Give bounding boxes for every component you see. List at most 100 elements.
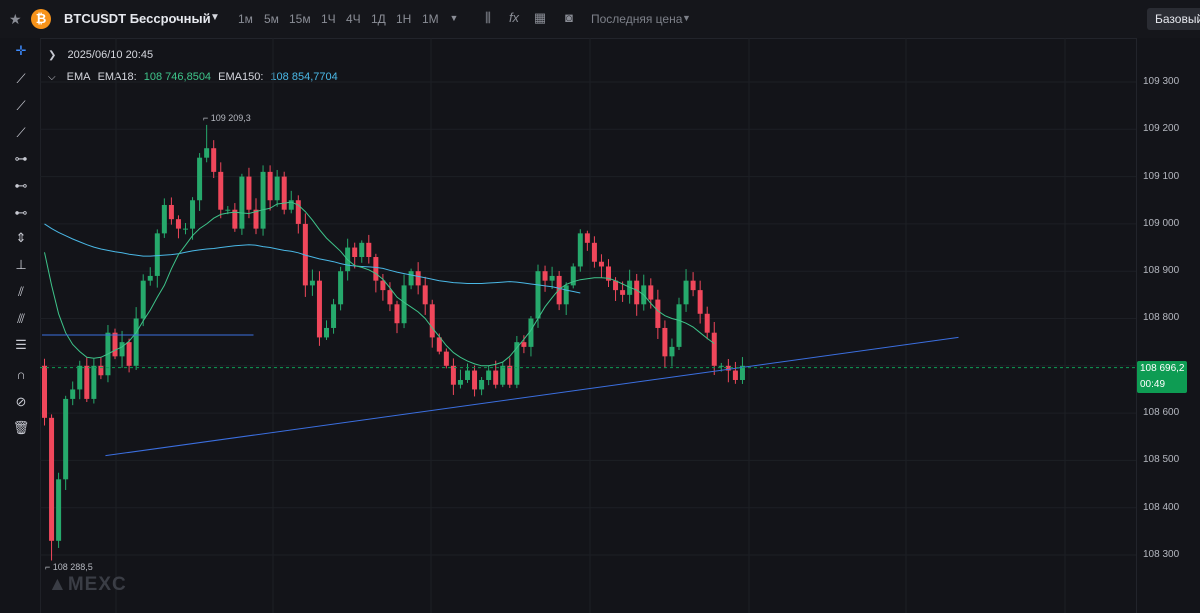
candle-body (387, 290, 393, 305)
hide-drawings-icon[interactable]: ⊘ (15, 394, 27, 409)
candle-body (380, 280, 386, 291)
candle-body (295, 200, 301, 224)
candle-body (408, 271, 414, 286)
candle-body (352, 247, 358, 258)
ray-line-icon[interactable]: ⟋ (16, 98, 26, 113)
symbol-dropdown-caret-icon[interactable]: ▼ (210, 12, 220, 23)
candle-body (479, 379, 485, 390)
candle-body (584, 233, 590, 243)
candle-body (732, 370, 738, 380)
fibonacci-icon[interactable]: ☰ (15, 337, 27, 352)
timeframe-5m[interactable]: 5м (264, 12, 279, 26)
ema150-line (44, 223, 581, 294)
candle-type-icon[interactable]: ⫼ (485, 10, 491, 25)
timeframe-1h[interactable]: 1Ч (321, 12, 336, 26)
candle-body (556, 275, 562, 305)
timeframe-more-caret-icon[interactable]: ▼ (449, 13, 459, 23)
candle-body (739, 365, 745, 380)
candle-body (331, 304, 337, 328)
candle-body (168, 204, 174, 220)
candle-body (183, 228, 188, 230)
legend-date-row: ❯ 2025/06/10 20:45 (48, 44, 342, 66)
candle-body (366, 242, 372, 258)
timeframe-4h[interactable]: 4Ч (346, 12, 361, 26)
candle-body (690, 280, 696, 291)
candle-body (528, 318, 534, 347)
candle-body (112, 332, 118, 357)
candle-body (309, 280, 315, 286)
candle-body (669, 346, 675, 357)
candle-body (634, 280, 640, 305)
legend-collapse-chevron-icon[interactable]: ⌵ (48, 72, 56, 83)
candle-body (676, 304, 682, 347)
candle-body (493, 370, 499, 385)
candle-body (232, 209, 238, 229)
candle-body (324, 327, 329, 338)
price-type-selector[interactable]: Последняя цена (591, 12, 683, 26)
vertical-line-icon[interactable]: ⇕ (15, 230, 27, 245)
delete-trash-icon[interactable]: 🗑 (12, 420, 30, 435)
candle-countdown: 00:49 (1140, 379, 1166, 390)
timeframe-1m[interactable]: 1м (238, 12, 253, 26)
candle-body (260, 171, 266, 229)
horizontal-ray-icon[interactable]: ⊶ (14, 151, 28, 166)
candle-body (549, 275, 555, 281)
candle-body (429, 304, 435, 338)
timeframe-1w[interactable]: 1Н (396, 12, 412, 26)
candle-body (450, 365, 456, 385)
candle-body (472, 370, 478, 390)
ema18-value: 108 746,8504 (143, 71, 212, 83)
screenshot-camera-icon[interactable]: ◙ (565, 10, 573, 25)
candle-body (422, 285, 428, 305)
extended-line-icon[interactable]: ⟋ (16, 125, 26, 140)
watermark-text: MEXC (67, 574, 127, 595)
price-tick: 109 100 (1143, 171, 1180, 182)
legend-expand-chevron-icon[interactable]: ❯ (48, 50, 57, 61)
price-axis[interactable]: 109 300 109 200 109 100 109 000 108 900 … (1136, 38, 1200, 613)
trend-line-icon[interactable]: ⟋ (16, 71, 26, 86)
timeframe-1mo[interactable]: 1М (422, 12, 439, 26)
candle-body (119, 342, 125, 357)
price-tick: 108 800 (1143, 312, 1180, 323)
horizontal-segment-icon[interactable]: ⊷ (14, 205, 28, 220)
price-type-caret-icon[interactable]: ▼ (682, 13, 691, 23)
horizontal-line-icon[interactable]: ⊷ (14, 178, 28, 193)
candle-body (161, 204, 167, 234)
candle-body (373, 257, 379, 281)
basic-mode-button[interactable]: Базовый (1147, 8, 1200, 30)
crosshair-icon[interactable]: ✛ (15, 43, 27, 58)
candle-body (197, 157, 203, 201)
candle-body (239, 176, 245, 229)
candle-body (697, 290, 703, 314)
timeframe-1d[interactable]: 1Д (371, 12, 386, 26)
price-tick: 108 600 (1143, 407, 1180, 418)
candle-body (288, 200, 294, 210)
price-line-icon[interactable]: ⊥ (15, 257, 27, 272)
magnet-icon[interactable]: ∩ (16, 367, 26, 382)
candle-body (613, 280, 619, 291)
candle-body (253, 209, 259, 229)
high-marker-label: ⌐ 109 209,3 (203, 113, 251, 123)
candle-body (718, 365, 724, 367)
candlestick-chart[interactable] (40, 38, 1136, 613)
candle-body (606, 266, 611, 281)
candle-body (281, 176, 287, 210)
symbol-selector[interactable]: BTCUSDT Бессрочный (64, 11, 211, 26)
ema150-label: EMA150: (218, 71, 264, 83)
favorite-star-icon[interactable]: ★ (9, 11, 22, 27)
candle-body (711, 332, 717, 366)
candle-body (535, 271, 541, 319)
candle-body (98, 365, 104, 376)
candle-body (126, 342, 132, 366)
indicator-name[interactable]: EMA (66, 71, 91, 83)
current-price: 108 696,2 (1140, 363, 1185, 374)
timeframe-15m[interactable]: 15м (289, 12, 311, 26)
parallel-channel-icon[interactable]: ⫽ (18, 284, 24, 299)
price-tick: 109 300 (1143, 76, 1180, 87)
candle-body (507, 365, 513, 385)
candle-body (204, 148, 210, 158)
candle-body (401, 285, 407, 324)
layout-grid-icon[interactable]: ▦ (533, 10, 547, 25)
indicators-fx-icon[interactable]: fx (508, 10, 520, 25)
pitchfork-icon[interactable]: ⫻ (17, 311, 25, 326)
